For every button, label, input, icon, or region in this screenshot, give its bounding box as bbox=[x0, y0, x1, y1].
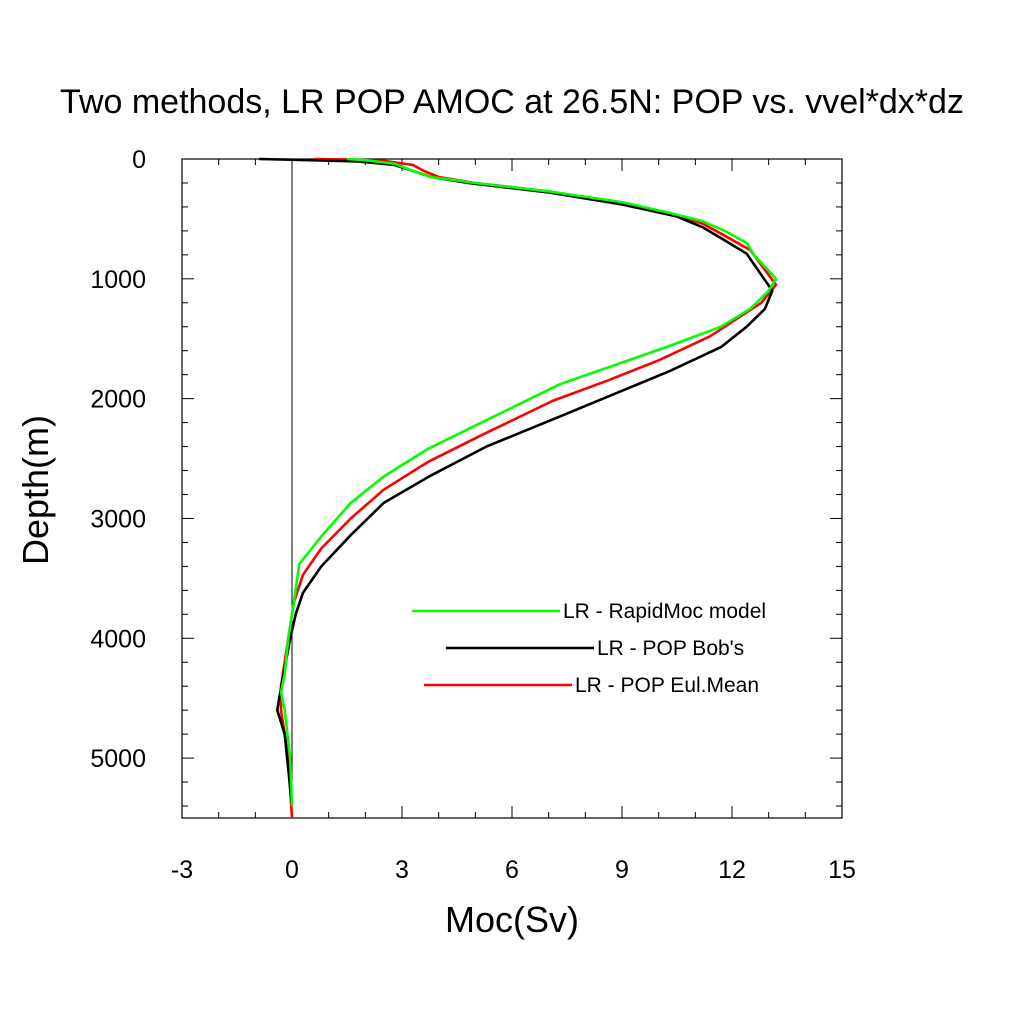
x-tick-label: 3 bbox=[395, 856, 409, 884]
y-axis-tick-labels: 0 1000 2000 3000 4000 5000 bbox=[90, 146, 146, 773]
legend-label: LR - POP Bob's bbox=[597, 637, 744, 660]
x-axis-label: Moc(Sv) bbox=[445, 899, 579, 940]
legend-label: LR - RapidMoc model bbox=[563, 600, 766, 623]
x-tick-label: 9 bbox=[615, 856, 629, 884]
y-tick-label: 4000 bbox=[90, 625, 146, 653]
legend-label: LR - POP Eul.Mean bbox=[575, 674, 759, 697]
x-tick-label: 15 bbox=[828, 856, 856, 884]
y-tick-label: 1000 bbox=[90, 266, 146, 294]
y-tick-label: 0 bbox=[132, 146, 146, 174]
legend: LR - RapidMoc model LR - POP Bob's LR - PO… bbox=[412, 600, 766, 697]
y-tick-label: 2000 bbox=[90, 386, 146, 414]
chart-title: Two methods, LR POP AMOC at 26.5N: POP v… bbox=[60, 83, 964, 121]
x-tick-label: -3 bbox=[171, 856, 193, 884]
x-axis-tick-labels: -3 0 3 6 9 12 15 bbox=[171, 856, 856, 884]
x-tick-label: 0 bbox=[285, 856, 299, 884]
y-tick-label: 3000 bbox=[90, 505, 146, 533]
y-tick-label: 5000 bbox=[90, 745, 146, 773]
series-line-lr-pop-bob-s bbox=[258, 157, 774, 807]
x-tick-label: 6 bbox=[505, 856, 519, 884]
y-axis-label: Depth(m) bbox=[15, 415, 56, 565]
series-line-lr-rapidmoc-model bbox=[279, 157, 778, 807]
x-tick-label: 12 bbox=[718, 856, 746, 884]
series-line-lr-pop-eul-mean bbox=[279, 157, 778, 819]
series-layer bbox=[258, 157, 778, 819]
